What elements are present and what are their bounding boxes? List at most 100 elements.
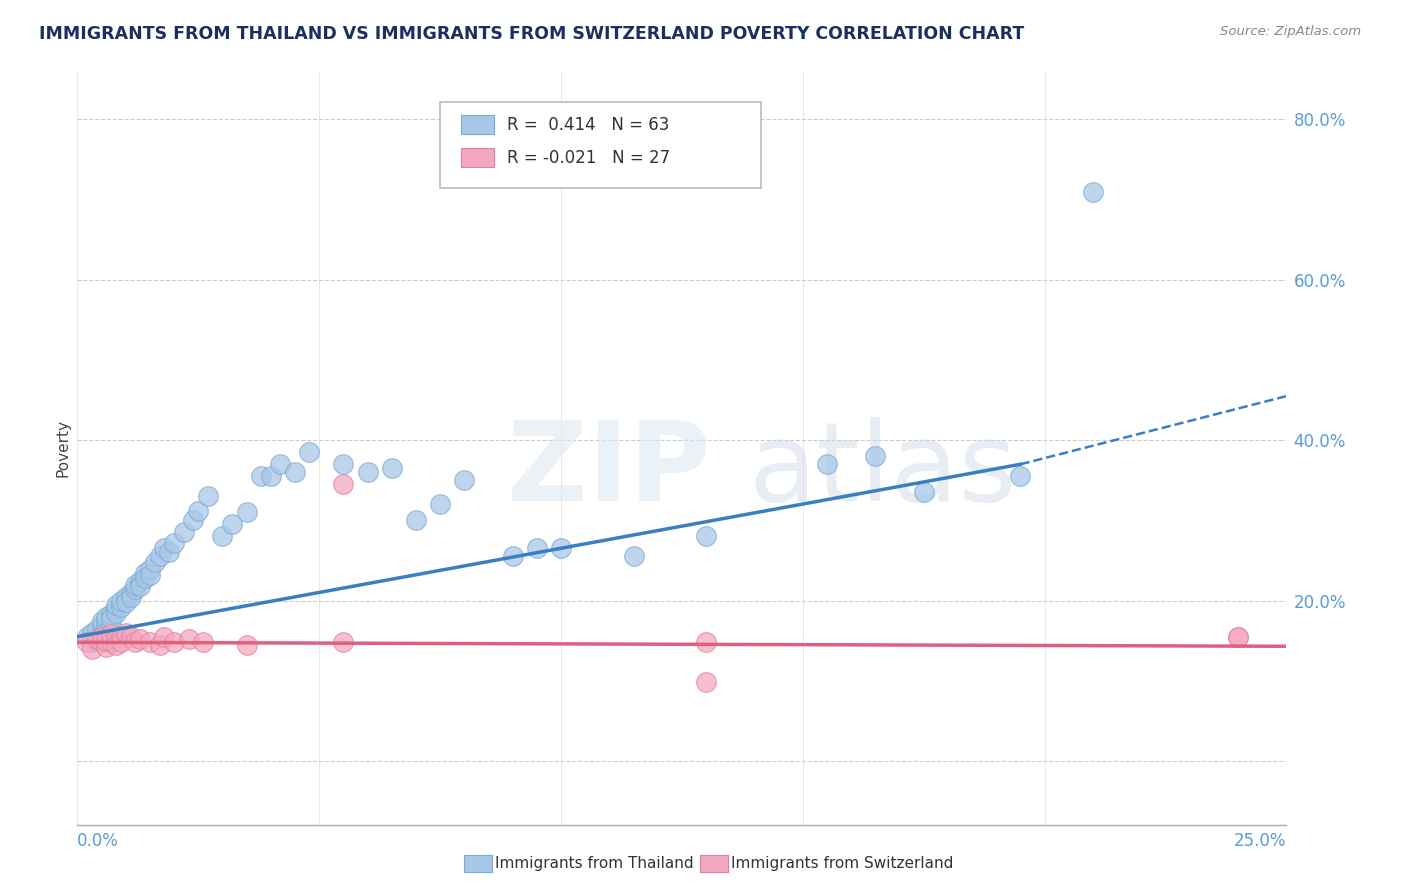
Point [90,627,112,641]
Point [332,635,354,649]
Point [90,614,112,628]
FancyBboxPatch shape [461,148,495,167]
Point [526,541,548,556]
Point [80,641,103,656]
Text: atlas: atlas [748,417,1017,524]
Point [110,635,132,649]
Point [105,606,128,620]
Point [129,632,152,646]
Text: R = -0.021   N = 27: R = -0.021 N = 27 [506,149,669,167]
Point [177,632,200,646]
Point [134,566,156,580]
Point [76,630,98,644]
Point [211,529,233,543]
Point [298,445,321,459]
Point [695,675,717,690]
Point [502,549,524,564]
Point [120,585,142,599]
Point [110,593,132,607]
Point [134,571,156,585]
Point [96,633,118,648]
Y-axis label: Poverty: Poverty [55,419,70,477]
Point [148,638,170,652]
Point [173,525,195,540]
Point [139,561,162,575]
Point [405,513,427,527]
Point [110,599,132,614]
Point [695,529,717,543]
Point [86,632,108,646]
Point [695,635,717,649]
Point [143,555,166,569]
Point [129,579,152,593]
Text: 0.0%: 0.0% [77,831,120,849]
Text: Source: ZipAtlas.com: Source: ZipAtlas.com [1220,25,1361,38]
Point [1010,469,1032,483]
Point [815,457,838,471]
Point [96,609,118,624]
Point [96,640,118,654]
Point [90,630,112,644]
Point [100,627,122,641]
Text: Immigrants from Thailand: Immigrants from Thailand [495,856,693,871]
Point [429,497,451,511]
Point [105,601,128,615]
Point [114,590,136,604]
Point [100,607,122,622]
Point [332,457,354,471]
Point [80,635,103,649]
Point [100,635,122,649]
Point [96,614,118,628]
Point [865,449,887,463]
Text: IMMIGRANTS FROM THAILAND VS IMMIGRANTS FROM SWITZERLAND POVERTY CORRELATION CHAR: IMMIGRANTS FROM THAILAND VS IMMIGRANTS F… [39,25,1025,43]
Point [96,619,118,633]
Point [197,489,219,503]
Point [183,513,205,527]
Point [284,465,307,479]
Point [153,630,176,644]
Point [1227,630,1250,644]
Text: 25.0%: 25.0% [1234,831,1286,849]
Point [100,611,122,625]
Point [1081,185,1104,199]
Point [105,638,128,652]
Point [356,465,378,479]
Point [191,635,214,649]
Point [163,536,186,550]
Point [124,635,146,649]
Point [110,630,132,644]
Point [453,473,475,487]
Point [157,545,180,559]
Point [381,461,404,475]
Point [1227,630,1250,644]
Point [105,632,128,646]
FancyBboxPatch shape [440,102,761,188]
Point [139,568,162,582]
Point [120,630,142,644]
Point [86,622,108,636]
Point [80,625,103,640]
Point [90,617,112,632]
Point [221,517,243,532]
Text: Immigrants from Switzerland: Immigrants from Switzerland [731,856,953,871]
Point [187,504,209,518]
Point [100,615,122,630]
Point [148,549,170,564]
Point [163,635,186,649]
Point [235,638,257,652]
Point [114,625,136,640]
Point [623,549,645,564]
Point [76,635,98,649]
Point [129,574,152,588]
Point [124,582,146,596]
Point [90,635,112,649]
Point [120,590,142,604]
Point [105,598,128,612]
FancyBboxPatch shape [461,115,495,134]
Point [269,457,291,471]
Point [332,477,354,491]
Point [260,469,283,483]
Point [550,541,572,556]
Point [139,635,162,649]
Point [235,505,257,519]
